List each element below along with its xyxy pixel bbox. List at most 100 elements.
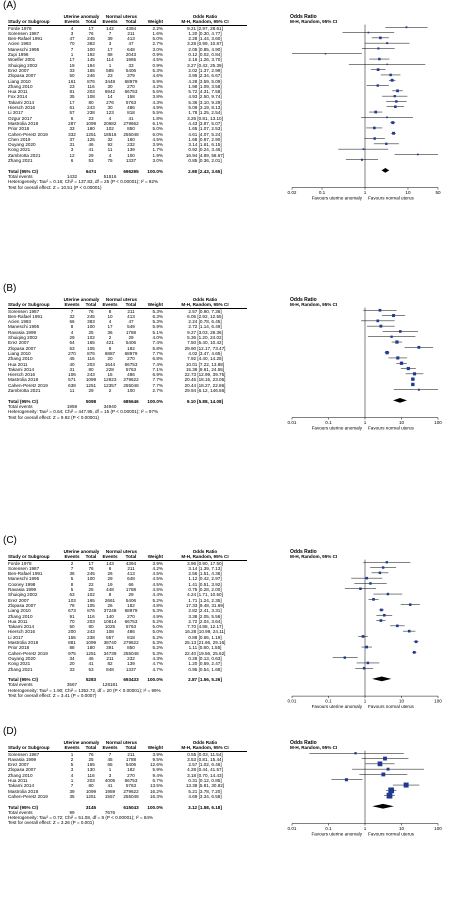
study-marker: [391, 340, 403, 344]
total-normal: 41: [128, 115, 134, 121]
group1-header: Uterine anomaly: [63, 297, 100, 302]
study-marker: [361, 319, 395, 323]
study-name: Zhang 2010: [8, 83, 33, 89]
or-header: Odds Ratio: [192, 297, 218, 302]
events-normal: 34739: [103, 650, 117, 656]
study-marker: [338, 148, 389, 150]
events-normal: 4: [108, 319, 112, 325]
total-anomaly: 41: [88, 147, 94, 153]
events-normal: 45: [107, 756, 113, 762]
or-ci-value: 1.71 [1.24, 2.35]: [188, 597, 222, 603]
total-events-row: Total events 1959 34940: [8, 404, 247, 409]
total-anomaly: 80: [88, 366, 94, 372]
panel-label: (D): [3, 726, 17, 737]
total-anomaly: 29: [88, 152, 94, 158]
study-marker: [369, 57, 390, 61]
weight-value: 3.9%: [152, 142, 163, 148]
total-normal: 68979: [124, 350, 138, 356]
study-marker: [411, 382, 415, 387]
total-normal: 66753: [124, 361, 138, 367]
point-estimate: [392, 131, 395, 135]
study-row: Shuiqing 2002 29 102 2 29 4.0% 5.36 [1.20, 24.…: [8, 335, 247, 340]
point-estimate: [405, 26, 408, 29]
events-normal: 211: [106, 655, 114, 661]
or-ci-value: 1.11 [0.80, 1.55]: [188, 645, 222, 651]
study-row: Zhang 2010 45 116 20 270 6.8% 7.92 [4.40, 14.2…: [8, 356, 247, 361]
study-marker: [359, 772, 408, 777]
study-name: Forde 1978: [8, 560, 32, 566]
point-estimate: [386, 592, 390, 596]
or-ci-value: 3.95 [2.34, 6.67]: [188, 73, 222, 79]
total-normal: 47: [128, 41, 134, 47]
weight-value: 4.3%: [152, 655, 163, 661]
study-row: Zhang 2010 91 116 140 270 4.9% 3.38 [2.05, 5.5…: [8, 614, 247, 619]
total-events-label: Total events: [8, 809, 33, 815]
weight-value: 7.7%: [152, 382, 163, 388]
events-anomaly: 64: [69, 340, 75, 346]
point-estimate: [367, 31, 370, 34]
study-name: Sorensen 1987: [8, 565, 40, 571]
study-row: Zupi 1996 1 192 88 2043 0.9% 0.12 [0.02, 0.84]: [8, 52, 247, 57]
total-events-label: Total events: [8, 403, 33, 409]
events-normal: 82: [107, 661, 113, 667]
study-name: Zupi 1996: [8, 52, 29, 58]
study-marker: [361, 47, 395, 50]
weight-value: 4.7%: [152, 661, 163, 667]
events-normal: 4: [108, 115, 112, 121]
study-row: Ben-Rafael 1991 47 245 39 413 5.0% 2.28 [1.44,…: [8, 36, 247, 41]
total-normal: 68979: [124, 78, 138, 84]
events-anomaly: 40: [69, 361, 75, 367]
events-normal: 108: [106, 629, 114, 635]
study-row: Ouyang 2020 34 46 211 232 4.3% 0.28 [0.13, 0.6…: [8, 656, 247, 661]
study-row: Forde 1978 4 17 142 4394 2.2% 9.21 [2.97, 28.6…: [8, 25, 247, 31]
events-anomaly: 32: [69, 313, 75, 319]
events-normal: 7: [108, 30, 112, 36]
events-normal: 102: [106, 126, 114, 132]
study-marker: [388, 78, 396, 82]
or-ci-value: 3.53 [0.81, 15.44]: [187, 756, 223, 762]
weight-value: 5.2%: [152, 645, 163, 651]
study-row: Prior 2018 33 180 102 850 5.0% 1.65 [1.07, 2.5…: [8, 126, 247, 131]
events-anomaly: 11: [69, 388, 75, 394]
weight-value: 4.7%: [152, 666, 163, 672]
study-row: Shuiqing 2002 19 194 1 33 0.9% 3.27 [0.42, 25.…: [8, 63, 247, 68]
study-name: Zhang 2021: [8, 158, 33, 164]
total-normal: 232: [127, 142, 135, 148]
study-name: Li 2017: [8, 110, 24, 116]
x-tick-label: 0.1: [325, 420, 332, 425]
x-tick-label: 1: [364, 699, 367, 704]
total-normal: 1337: [125, 666, 137, 672]
or-ci-value: 6.05 [2.92, 12.55]: [187, 313, 223, 319]
total-anomaly: 6474: [85, 168, 97, 174]
or-header: Odds Ratio: [192, 740, 218, 745]
point-estimate: [376, 319, 380, 323]
study-table: Uterine anomaly Normal uterus Odds Ratio St…: [8, 297, 247, 420]
favours-left-label: Favours uterine anomaly: [312, 426, 363, 431]
total-normal: 1788: [125, 329, 137, 335]
total-anomaly: 102: [87, 335, 95, 341]
total-normal: 270: [127, 772, 135, 778]
study-row: Liang 2010 270 876 6887 68979 7.7% 4.02 [3.47,…: [8, 351, 247, 356]
or-ci-value: 5.09 [3.19, 8.13]: [188, 105, 222, 111]
weight-value: 6.7%: [152, 778, 163, 784]
study-name: Mastrolia 2018: [8, 377, 39, 383]
or-ci-value: 1.20 [0.30, 4.77]: [188, 30, 222, 36]
favours-right-label: Favours normal uterus: [368, 196, 415, 201]
study-name: Cahen-Peretz 2019: [8, 650, 48, 656]
events-header: Events: [63, 745, 82, 752]
or-ci-value: 0.85 [0.36, 2.01]: [188, 158, 222, 164]
study-row: Ben-Rafael 1991 36 245 26 413 4.5% 2.56 [1.51,…: [8, 571, 247, 576]
or-ci-value: 5.36 [1.20, 24.02]: [187, 335, 223, 341]
events-normal: 3: [108, 41, 112, 47]
total-anomaly: 100: [87, 576, 95, 582]
point-estimate: [396, 356, 400, 360]
weight-value: 2.2%: [152, 25, 163, 31]
events-normal: 38740: [103, 640, 117, 646]
total-normal: 211: [127, 751, 135, 757]
study-marker: [371, 36, 389, 40]
x-tick-label: 10: [399, 826, 405, 831]
total-anomaly: 3145: [85, 804, 97, 810]
study-row: Hiersch 2016 106 243 15 486 6.9% 22.73 [12.99,…: [8, 372, 247, 377]
total-label: Total (95% CI): [8, 677, 39, 683]
study-row: Hiersch 2016 200 243 108 486 5.0% 16.28 [10.99…: [8, 629, 247, 634]
